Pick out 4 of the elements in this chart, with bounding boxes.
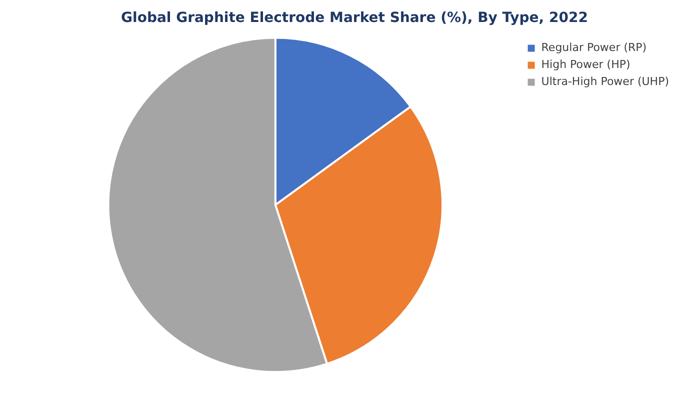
legend-label: High Power (HP) (541, 58, 630, 72)
legend-label: Regular Power (RP) (541, 41, 647, 54)
chart-title: Global Graphite Electrode Market Share (%), By Type, 2022 (121, 10, 588, 26)
legend-label: Ultra-High Power (UHP) (541, 75, 670, 88)
